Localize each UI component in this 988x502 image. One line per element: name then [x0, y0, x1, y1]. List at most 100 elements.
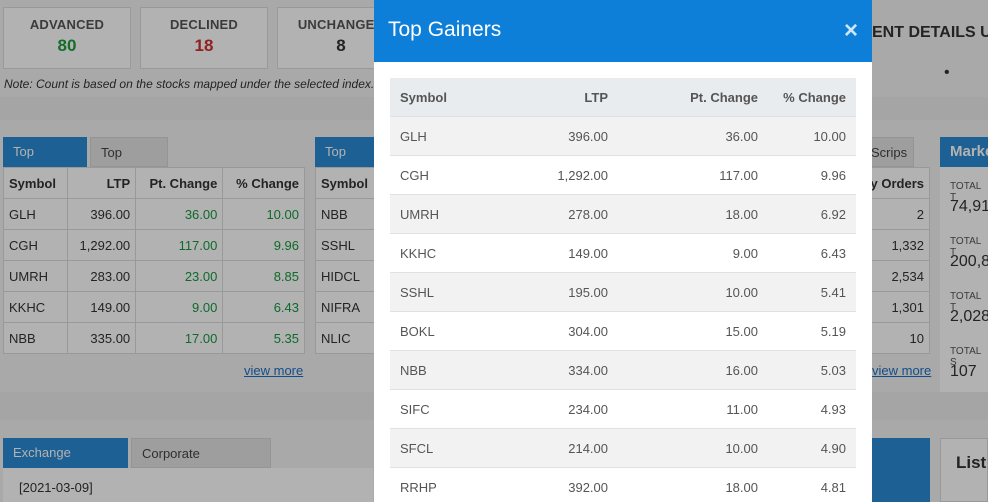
symbol-cell[interactable]: SSHL: [390, 272, 502, 312]
view-more-link[interactable]: view more: [244, 363, 304, 378]
table-row: GLH 396.00 36.00 10.00: [2, 198, 305, 230]
symbol-cell[interactable]: NLIC: [315, 322, 385, 354]
symbol-cell[interactable]: UMRH: [390, 194, 502, 234]
close-icon[interactable]: ×: [843, 17, 858, 44]
table-row: RRHP 392.00 18.00 4.81: [390, 467, 856, 502]
market-label: TOTAL T: [950, 236, 981, 258]
ltp-cell: 278.00: [502, 194, 618, 234]
column-header[interactable]: % Change: [768, 78, 856, 117]
symbol-cell[interactable]: GLH: [390, 116, 502, 156]
market-value: 107: [950, 363, 977, 380]
table-row: KKHC 149.00 9.00 6.43: [2, 291, 305, 323]
stat-value: 80: [57, 36, 77, 55]
ltp-cell: 195.00: [502, 272, 618, 312]
ltp-cell: 334.00: [502, 350, 618, 390]
column-header[interactable]: Symbol: [315, 167, 385, 199]
message-date: [2021-03-09]: [19, 480, 93, 495]
stat-label: DECLINED: [169, 17, 239, 32]
column-header[interactable]: LTP: [502, 78, 618, 117]
symbol-cell[interactable]: HIDCL: [315, 260, 385, 292]
stat-declined: DECLINED 18: [140, 7, 268, 69]
market-value: 74,91: [950, 198, 988, 215]
table-row: NBB: [315, 198, 385, 230]
symbol-cell[interactable]: KKHC: [390, 233, 502, 273]
market-value: 200,8: [950, 253, 988, 270]
tab-market[interactable]: Marke: [940, 137, 988, 167]
ltp-cell: 396.00: [67, 198, 137, 230]
listing-title: Listi: [956, 453, 988, 472]
pt-change-cell: 36.00: [135, 198, 224, 230]
right-header: ENT DETAILS UP: [872, 24, 988, 41]
symbol-cell[interactable]: CGH: [2, 229, 69, 261]
view-more-link[interactable]: view more: [872, 363, 932, 378]
pct-change-cell: 10.00: [222, 198, 305, 230]
symbol-cell[interactable]: RRHP: [390, 467, 502, 502]
stats-note: Note: Count is based on the stocks mappe…: [4, 77, 375, 91]
ltp-cell: 335.00: [67, 322, 137, 354]
pt-change-cell: 18.00: [618, 194, 768, 234]
symbol-cell[interactable]: BOKL: [390, 311, 502, 351]
ltp-cell: 1,292.00: [502, 155, 618, 195]
market-label: TOTAL S: [950, 346, 981, 368]
table-row: UMRH 278.00 18.00 6.92: [390, 194, 856, 234]
pt-change-cell: 16.00: [618, 350, 768, 390]
pt-change-cell: 10.00: [618, 272, 768, 312]
symbol-cell[interactable]: SFCL: [390, 428, 502, 468]
modal-gainers-table: Symbol LTP Pt. Change % Change GLH 396.00…: [390, 78, 856, 502]
ltp-cell: 283.00: [67, 260, 137, 292]
pt-change-cell: 17.00: [135, 322, 224, 354]
pct-change-cell: 6.92: [768, 194, 856, 234]
table-row: SSHL 195.00 10.00 5.41: [390, 272, 856, 312]
column-header[interactable]: LTP: [67, 167, 137, 199]
top-turnover-table: Symbol NBB SSHL HIDCL NIFRA NLIC: [315, 167, 385, 354]
pct-change-cell: 5.41: [768, 272, 856, 312]
symbol-cell[interactable]: NBB: [315, 198, 385, 230]
symbol-cell[interactable]: SIFC: [390, 389, 502, 429]
pt-change-cell: 36.00: [618, 116, 768, 156]
pct-change-cell: 10.00: [768, 116, 856, 156]
ltp-cell: 304.00: [502, 311, 618, 351]
pt-change-cell: 10.00: [618, 428, 768, 468]
ltp-cell: 214.00: [502, 428, 618, 468]
pct-change-cell: 9.96: [768, 155, 856, 195]
pt-change-cell: 15.00: [618, 311, 768, 351]
pct-change-cell: 5.35: [222, 322, 305, 354]
top-gainers-modal: Top Gainers × Symbol LTP Pt. Change % Ch…: [374, 0, 872, 502]
pct-change-cell: 4.93: [768, 389, 856, 429]
column-header[interactable]: % Change: [222, 167, 305, 199]
modal-title: Top Gainers: [388, 18, 502, 41]
symbol-cell[interactable]: CGH: [390, 155, 502, 195]
pt-change-cell: 18.00: [618, 467, 768, 502]
column-header[interactable]: Symbol: [390, 78, 502, 117]
symbol-cell[interactable]: NBB: [2, 322, 69, 354]
modal-header: Top Gainers ×: [374, 0, 872, 62]
table-row: CGH 1,292.00 117.00 9.96: [2, 229, 305, 261]
stat-label: UNCHANGED: [297, 17, 385, 32]
top-gainers-table: Symbol LTP Pt. Change % Change GLH 396.0…: [2, 167, 305, 354]
market-label: TOTAL T: [950, 181, 981, 203]
ltp-cell: 234.00: [502, 389, 618, 429]
column-header[interactable]: Pt. Change: [618, 78, 768, 117]
table-row: NLIC: [315, 322, 385, 354]
symbol-cell[interactable]: KKHC: [2, 291, 69, 323]
table-row: KKHC 149.00 9.00 6.43: [390, 233, 856, 273]
symbol-cell[interactable]: NBB: [390, 350, 502, 390]
ltp-cell: 396.00: [502, 116, 618, 156]
pct-change-cell: 4.90: [768, 428, 856, 468]
table-row: NIFRA: [315, 291, 385, 323]
pct-change-cell: 9.96: [222, 229, 305, 261]
tab-top-turnover[interactable]: Top Turn: [315, 137, 385, 189]
pt-change-cell: 9.00: [618, 233, 768, 273]
table-row: SFCL 214.00 10.00 4.90: [390, 428, 856, 468]
column-header[interactable]: Pt. Change: [135, 167, 224, 199]
stat-value: 18: [194, 36, 214, 55]
symbol-cell[interactable]: NIFRA: [315, 291, 385, 323]
pct-change-cell: 6.43: [768, 233, 856, 273]
table-row: HIDCL: [315, 260, 385, 292]
pct-change-cell: 5.19: [768, 311, 856, 351]
table-row: NBB 334.00 16.00 5.03: [390, 350, 856, 390]
table-row: NBB 335.00 17.00 5.35: [2, 322, 305, 354]
tab-corporate-disclosures[interactable]: Corporate Disclosures: [131, 438, 271, 491]
bullet-icon: •: [944, 64, 950, 81]
listing-panel: Listi: [940, 438, 988, 502]
